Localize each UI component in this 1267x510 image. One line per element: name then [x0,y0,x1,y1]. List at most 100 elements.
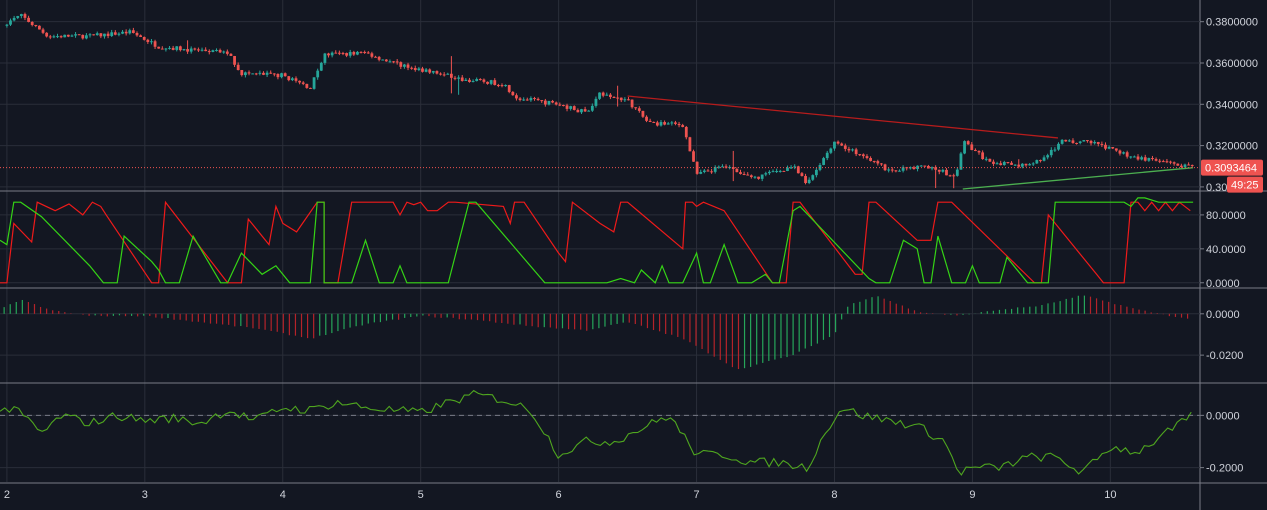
candle-body [1057,143,1060,150]
candle-body [898,170,901,172]
candle-body [468,79,471,83]
candle-body [789,167,793,169]
axis-tick-label: 0.3800000 [1206,17,1258,29]
candle-body [1013,164,1017,166]
candle-body [854,149,858,155]
candle-body [23,14,27,18]
candle-body [551,100,554,103]
candle-body [543,100,547,105]
candle-body [829,148,833,153]
candle-body [496,84,500,86]
candle-body [945,169,948,176]
price-labels: 0.3093464 49:25 [1201,159,1263,193]
candle-body [74,34,77,36]
candle-body [290,78,294,81]
candle-body [634,107,638,109]
candle-body [139,35,143,37]
time-scale[interactable]: 2 3 4 5 6 7 8 9 10 [4,489,1117,501]
histogram-pane[interactable] [3,295,1189,370]
candle-body [493,80,497,85]
candle-body [66,34,70,37]
candle-body [547,100,551,105]
candle-body [200,49,204,51]
candle-body [489,80,493,84]
candle-body [410,67,414,69]
candle-body [721,166,724,168]
candle-body [182,49,186,51]
candle-body [88,34,92,36]
candle-body [1031,163,1035,165]
candle-body [587,110,591,112]
candle-body [576,109,580,113]
candle-body [258,72,262,74]
candle-body [150,41,153,43]
price-pane[interactable] [0,12,1200,190]
candle-body [713,167,717,172]
candle-body [923,165,927,167]
oscillator-pane[interactable] [0,389,1200,476]
candle-body [1093,142,1097,144]
candle-body [536,98,540,101]
candle-body [749,175,753,178]
candle-body [341,53,345,55]
time-axis-label: 9 [969,489,975,501]
candle-body [616,97,620,99]
candle-body [580,109,583,113]
candle-body [771,171,775,173]
candle-body [178,46,182,51]
candle-body [840,143,844,146]
candle-body [442,74,446,76]
candle-body [236,64,240,71]
candle-body [81,34,85,39]
candle-body [197,49,200,51]
candle-body [912,167,916,169]
candle-body [637,108,641,111]
candle-body [348,52,352,56]
candle-body [786,167,789,171]
candle-body [435,71,439,74]
candle-body [1086,140,1089,142]
candle-body [34,25,38,27]
stochastic-pane[interactable] [0,197,1194,284]
candle-body [327,53,330,56]
candle-body [641,110,645,117]
axis-tick-label: 0.3600000 [1206,58,1258,70]
candle-body [518,98,522,100]
candle-body [677,123,681,126]
candle-body [1046,155,1050,158]
candle-body [887,169,891,171]
candle-body [583,109,587,112]
time-axis-label: 6 [556,489,562,501]
candle-body [298,80,302,83]
candle-body [1151,158,1154,160]
time-axis-label: 4 [280,489,286,501]
candle-body [189,48,193,52]
candle-body [431,71,435,73]
candle-body [901,167,905,171]
candle-body [659,122,663,126]
candle-body [1100,143,1104,145]
candle-body [175,46,179,50]
candle-body [287,76,291,81]
candle-body [880,163,883,165]
candle-body [384,59,388,62]
candle-body [746,174,750,176]
candle-body [1183,164,1187,168]
candle-body [688,137,692,152]
axis-tick-label: 80.0000 [1206,210,1246,222]
candle-body [554,102,558,105]
candle-body [352,52,356,55]
candle-body [1187,164,1191,166]
candle-body [627,99,630,101]
candle-body [663,122,667,125]
candle-body [63,34,67,38]
candle-body [95,33,99,36]
candle-body [417,68,421,71]
candle-body [52,36,56,38]
candle-body [269,72,273,74]
price-scale[interactable]: 0.3800000 0.3600000 0.3400000 0.3200000 0.30… [1200,17,1258,475]
candle-body [48,36,52,38]
candle-body [778,170,782,172]
candle-body [356,51,359,55]
